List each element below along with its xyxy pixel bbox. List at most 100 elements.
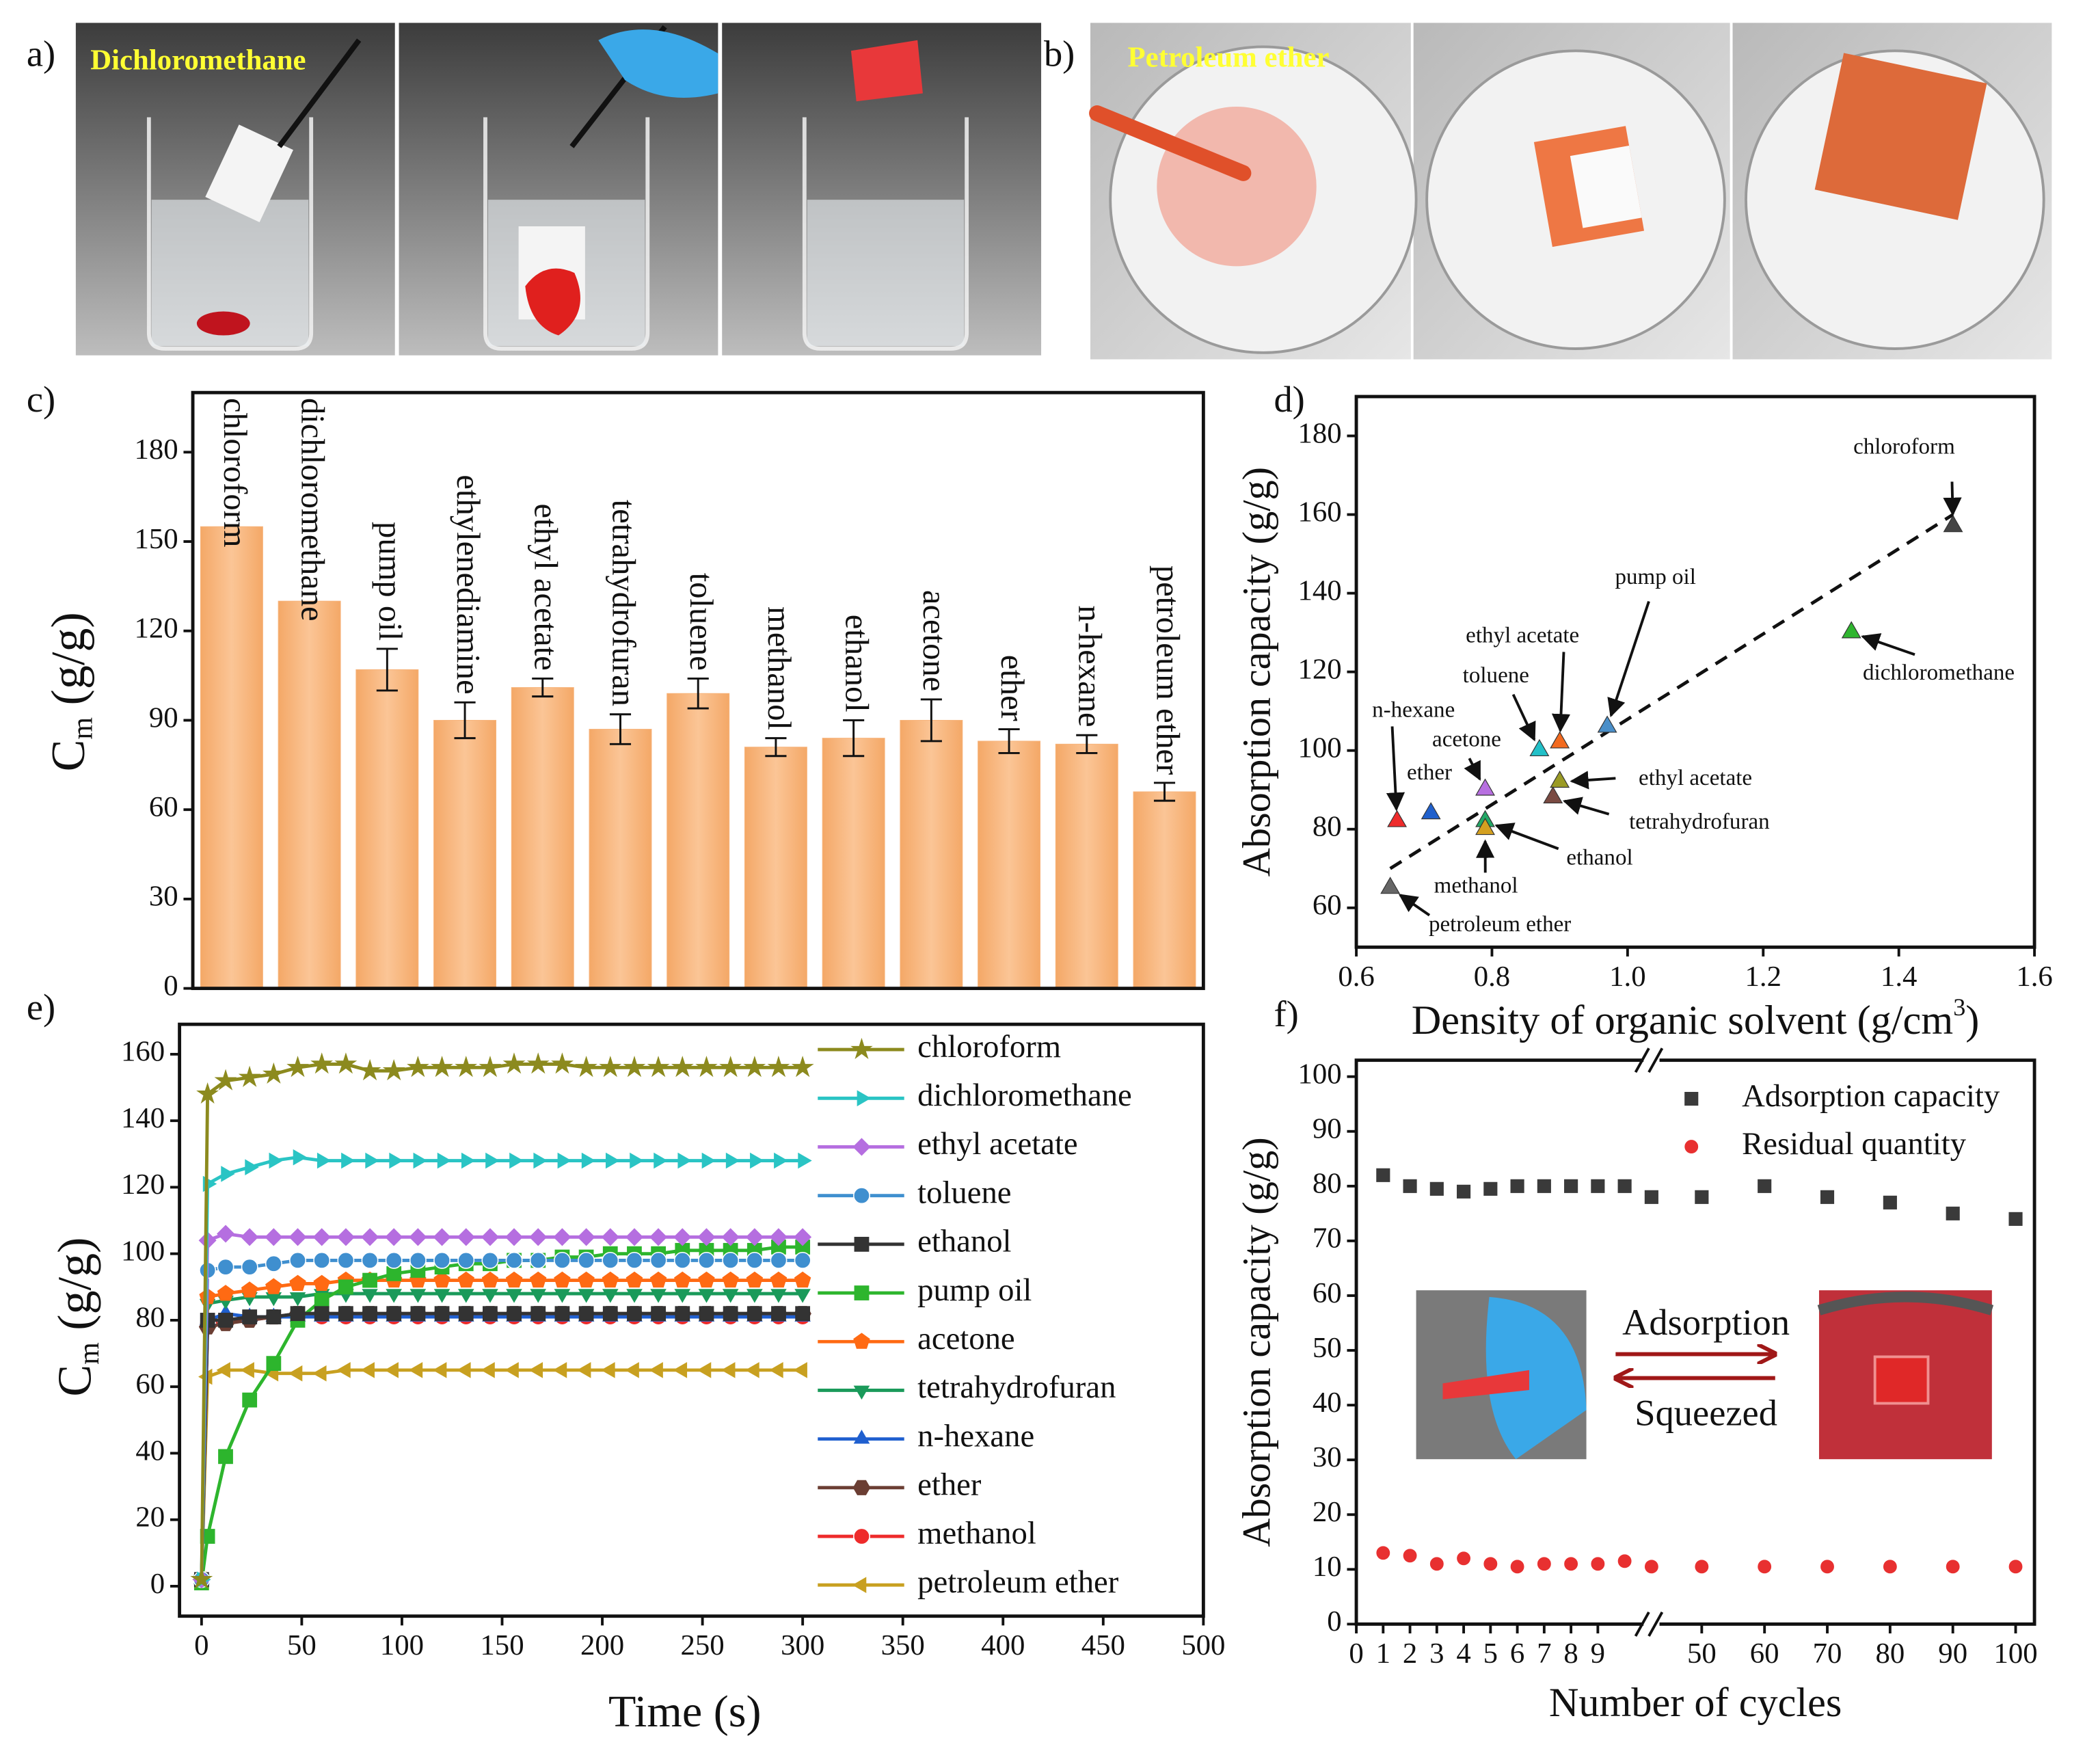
marker xyxy=(649,1251,667,1269)
marker xyxy=(218,1313,233,1328)
marker xyxy=(245,1159,259,1176)
x-tick-label: 3 xyxy=(1429,1638,1444,1670)
bar-label: pump oil xyxy=(372,522,409,641)
annotation-arrow xyxy=(1551,652,1571,733)
marker xyxy=(1756,1558,1773,1575)
x-tick-label: 1.0 xyxy=(1609,961,1645,993)
marker xyxy=(699,1306,714,1322)
marker xyxy=(384,1362,399,1378)
bar-label: methanol xyxy=(761,606,798,730)
y-tick-label: 70 xyxy=(1313,1222,1342,1255)
marker xyxy=(218,1449,233,1465)
x-tick-label: 7 xyxy=(1537,1638,1551,1670)
marker xyxy=(1421,802,1441,820)
marker xyxy=(769,1362,783,1378)
marker xyxy=(313,1274,330,1291)
marker xyxy=(265,1292,282,1307)
marker xyxy=(290,1306,306,1322)
marker xyxy=(695,1056,718,1078)
x-tick-label: 150 xyxy=(480,1629,524,1661)
marker xyxy=(362,1289,378,1303)
marker xyxy=(434,1306,450,1322)
marker xyxy=(385,1228,403,1246)
marker xyxy=(623,1056,646,1078)
marker xyxy=(385,1251,403,1269)
marker xyxy=(750,1152,764,1169)
point-label: methanol xyxy=(1434,873,1518,898)
marker xyxy=(505,1271,523,1288)
marker xyxy=(770,1271,788,1288)
x-tick-label: 8 xyxy=(1563,1638,1578,1670)
marker xyxy=(721,1362,736,1378)
error-bar xyxy=(687,678,709,710)
y-tick-label: 60 xyxy=(135,1368,165,1400)
marker xyxy=(698,1251,715,1269)
y-tick-label: 80 xyxy=(1313,1168,1342,1200)
x-tick-label: 100 xyxy=(380,1629,424,1661)
marker xyxy=(1509,1558,1526,1575)
legend-label: petroleum ether xyxy=(917,1564,1119,1600)
marker xyxy=(266,1356,282,1372)
error-bar xyxy=(843,719,865,758)
marker xyxy=(216,1362,230,1378)
marker xyxy=(1543,786,1563,804)
annotation-arrow xyxy=(1398,894,1431,917)
marker xyxy=(674,1271,691,1288)
marker xyxy=(551,1052,574,1074)
bar xyxy=(1055,743,1118,989)
marker xyxy=(701,1152,716,1169)
y-tick-label: 180 xyxy=(134,433,178,466)
marker xyxy=(362,1272,377,1288)
marker xyxy=(553,1251,571,1269)
error-bar xyxy=(920,698,942,743)
marker xyxy=(310,1052,333,1074)
marker xyxy=(791,1056,814,1078)
x-tick-label: 1 xyxy=(1376,1638,1390,1670)
series-line xyxy=(200,1311,803,1580)
x-tick-label: 200 xyxy=(580,1629,624,1661)
x-tick-label: 80 xyxy=(1875,1638,1905,1670)
y-tick-label: 10 xyxy=(1313,1551,1342,1583)
marker xyxy=(238,1065,261,1087)
annotation-arrow xyxy=(1607,600,1650,718)
marker xyxy=(312,1228,331,1246)
marker xyxy=(433,1251,451,1269)
marker xyxy=(1591,1179,1605,1193)
bar-label: ethyl acetate xyxy=(528,504,565,671)
marker xyxy=(437,1152,452,1169)
marker xyxy=(312,1365,327,1382)
legend-label: ethyl acetate xyxy=(917,1126,1077,1162)
marker xyxy=(1376,1168,1390,1182)
y-tick-label: 50 xyxy=(1313,1332,1342,1364)
marker xyxy=(654,1152,668,1169)
marker xyxy=(557,1152,572,1169)
y-tick-label: 80 xyxy=(1313,811,1342,843)
bar xyxy=(589,729,652,989)
marker xyxy=(722,1289,739,1303)
y-axis-label: Cm (g/g) xyxy=(42,612,98,771)
marker xyxy=(505,1362,519,1378)
marker xyxy=(630,1152,644,1169)
marker xyxy=(241,1258,258,1276)
marker xyxy=(457,1228,475,1246)
marker xyxy=(289,1274,306,1291)
bar xyxy=(433,719,497,989)
marker xyxy=(554,1289,571,1303)
marker xyxy=(1617,1179,1632,1193)
marker xyxy=(719,1056,742,1078)
y-tick-label: 160 xyxy=(1297,496,1341,528)
marker xyxy=(505,1251,523,1269)
marker xyxy=(674,1289,691,1303)
bar-label: tetrahydrofuran xyxy=(605,500,642,706)
marker xyxy=(242,1309,258,1324)
x-tick-label: 5 xyxy=(1483,1638,1498,1670)
marker xyxy=(1643,1558,1660,1575)
marker xyxy=(433,1289,450,1303)
marker xyxy=(793,1362,807,1378)
marker xyxy=(286,1056,310,1078)
marker xyxy=(433,1271,450,1288)
marker xyxy=(1758,1179,1772,1193)
marker xyxy=(481,1271,499,1288)
bar xyxy=(667,693,730,989)
bar-label: ethylenediamine xyxy=(450,475,487,694)
